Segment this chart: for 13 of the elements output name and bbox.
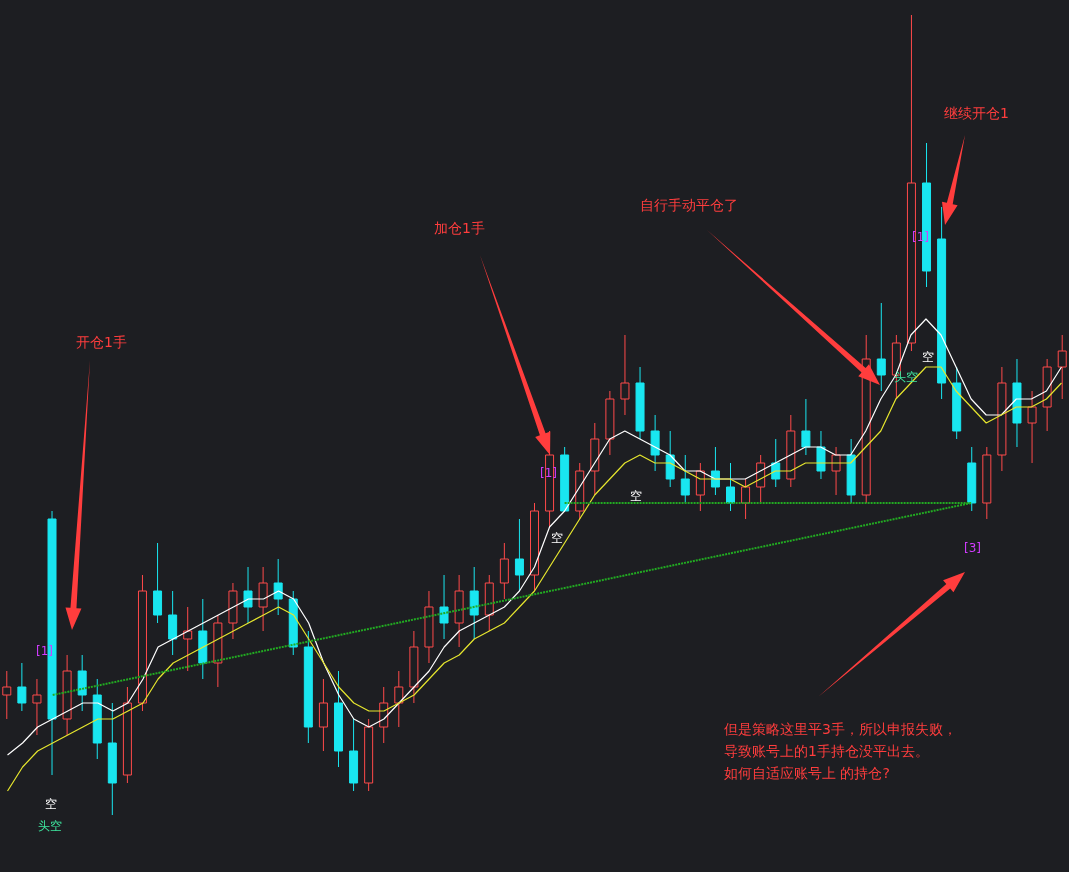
- annotation: 加仓1手: [434, 219, 485, 238]
- annotation: 开仓1手: [76, 333, 127, 352]
- annotation: 继续开仓1: [944, 104, 1009, 123]
- annotation: 空: [551, 530, 563, 547]
- annotation: 如何自适应账号上 的持仓?: [724, 764, 890, 783]
- annotation: [3]: [964, 540, 981, 557]
- annotation: 导致账号上的1手持仓没平出去。: [724, 742, 929, 761]
- annotation: 空: [922, 349, 934, 366]
- annotation: 空: [45, 796, 57, 813]
- text: 头空: [38, 818, 62, 835]
- annotation: 自行手动平仓了: [640, 196, 738, 215]
- annotation: 但是策略这里平3手，所以申报失败，: [724, 720, 957, 739]
- annotation: 空: [630, 488, 642, 505]
